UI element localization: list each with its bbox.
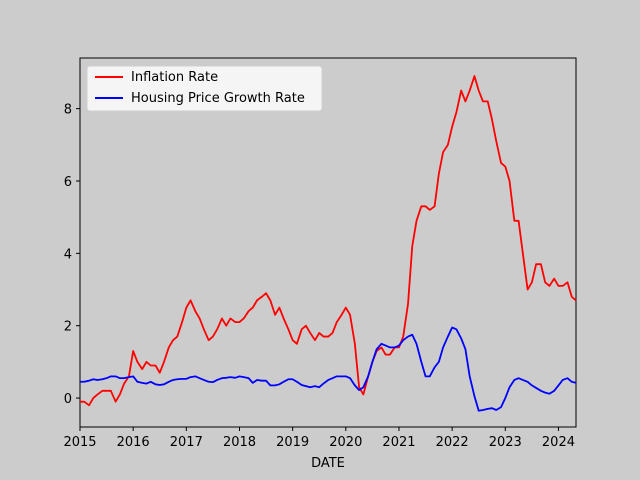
x-tick-label: 2022 — [436, 435, 469, 450]
x-tick-label: 2015 — [63, 435, 96, 450]
legend: Inflation Rate Housing Price Growth Rate — [86, 65, 323, 112]
x-tick-label: 2020 — [329, 435, 362, 450]
x-tick-label: 2019 — [276, 435, 309, 450]
x-axis: 2015 2016 2017 2018 2019 2020 2021 2022 2023 2024 — [63, 427, 575, 450]
x-tick-label: 2024 — [542, 435, 575, 450]
x-tick-label: 2023 — [489, 435, 522, 450]
x-axis-label: DATE — [311, 456, 345, 471]
y-tick-label: 6 — [64, 175, 72, 190]
legend-label-inflation: Inflation Rate — [131, 70, 218, 85]
y-tick-label: 4 — [64, 247, 72, 262]
series-line-inflation-rate — [80, 75, 577, 407]
y-tick-label: 0 — [64, 392, 72, 407]
y-axis: 0 2 4 6 8 — [64, 103, 80, 407]
x-tick-label: 2021 — [382, 435, 415, 450]
series-line-housing-price-growth-rate — [80, 326, 577, 412]
y-tick-label: 8 — [64, 103, 72, 118]
x-tick-label: 2016 — [117, 435, 150, 450]
plot-area — [79, 57, 577, 428]
x-tick-label: 2017 — [170, 435, 203, 450]
series-layer — [80, 75, 577, 412]
x-tick-label: 2018 — [223, 435, 256, 450]
y-tick-label: 2 — [64, 320, 72, 335]
legend-box — [86, 65, 323, 112]
legend-label-housing: Housing Price Growth Rate — [131, 91, 305, 106]
